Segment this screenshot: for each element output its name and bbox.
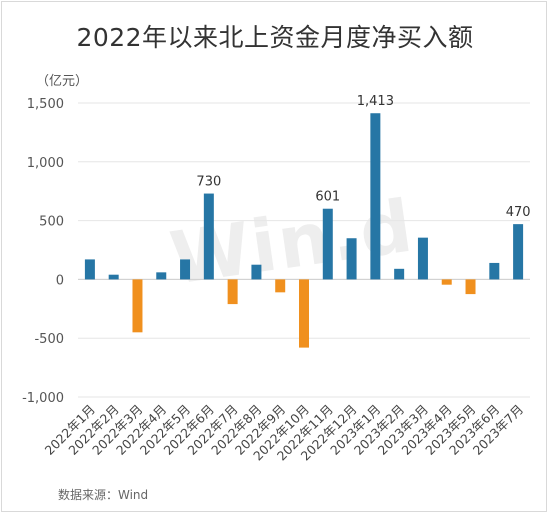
bar — [489, 262, 500, 280]
bar — [180, 259, 191, 280]
data-label: 1,413 — [357, 94, 394, 109]
bar — [203, 193, 214, 280]
bar — [84, 259, 95, 280]
bar — [513, 224, 524, 280]
y-tick-label: 1,000 — [27, 156, 64, 171]
bar — [346, 238, 357, 280]
data-label: 601 — [315, 190, 340, 205]
data-label: 730 — [196, 175, 221, 190]
y-tick-label: 0 — [56, 273, 64, 288]
bar — [370, 113, 381, 280]
bar — [227, 279, 238, 305]
bar — [108, 274, 119, 280]
bar — [441, 279, 452, 285]
y-tick-label: -500 — [34, 332, 64, 347]
y-tick-label: -1,000 — [22, 391, 64, 406]
y-axis-unit-label: （亿元） — [36, 74, 89, 89]
data-label: 470 — [506, 205, 531, 220]
bar — [322, 208, 333, 280]
bar — [156, 272, 167, 280]
bar — [251, 264, 262, 280]
bar — [132, 279, 143, 333]
bar — [299, 279, 309, 348]
chart-title: 2022年以来北上资金月度净买入额 — [76, 23, 474, 52]
bar — [275, 279, 286, 293]
bar — [417, 237, 428, 280]
y-tick-label: 500 — [39, 215, 64, 230]
bar — [465, 279, 476, 295]
bar — [394, 268, 405, 280]
data-source: 数据来源：Wind — [58, 488, 149, 502]
y-tick-label: 1,500 — [27, 97, 64, 112]
